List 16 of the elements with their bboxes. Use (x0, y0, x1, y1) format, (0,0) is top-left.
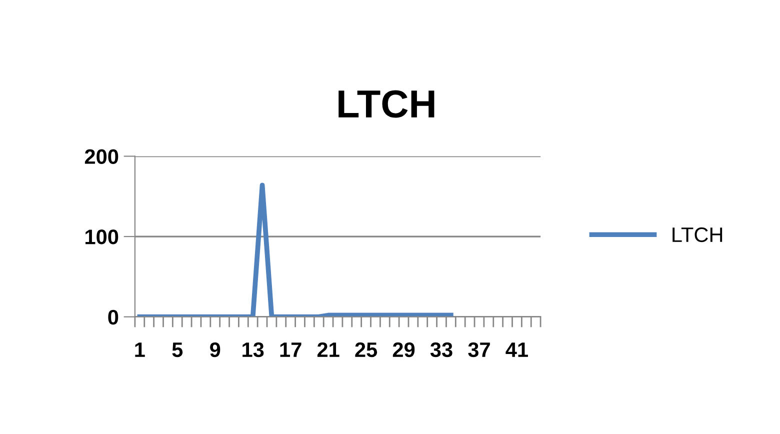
x-tick-label: 33 (430, 342, 452, 358)
y-tick-label: 100 (86, 230, 118, 244)
x-tick-label: 13 (242, 342, 264, 358)
x-tick-label: 5 (172, 342, 183, 358)
x-tick-label: 41 (506, 342, 528, 357)
x-tick-label: 17 (280, 342, 302, 357)
chart-title: LTCH (338, 90, 434, 118)
x-tick-label: 9 (210, 342, 220, 358)
x-tick-label: 21 (317, 342, 340, 357)
y-tick-label: 0 (108, 310, 118, 325)
x-tick-label: 37 (468, 342, 490, 358)
x-tick-label: 25 (355, 342, 378, 358)
x-tick-label: 1 (135, 342, 145, 357)
x-tick-label: 29 (392, 342, 415, 358)
y-tick-label: 200 (84, 149, 118, 164)
legend-label: LTCH (672, 227, 722, 242)
